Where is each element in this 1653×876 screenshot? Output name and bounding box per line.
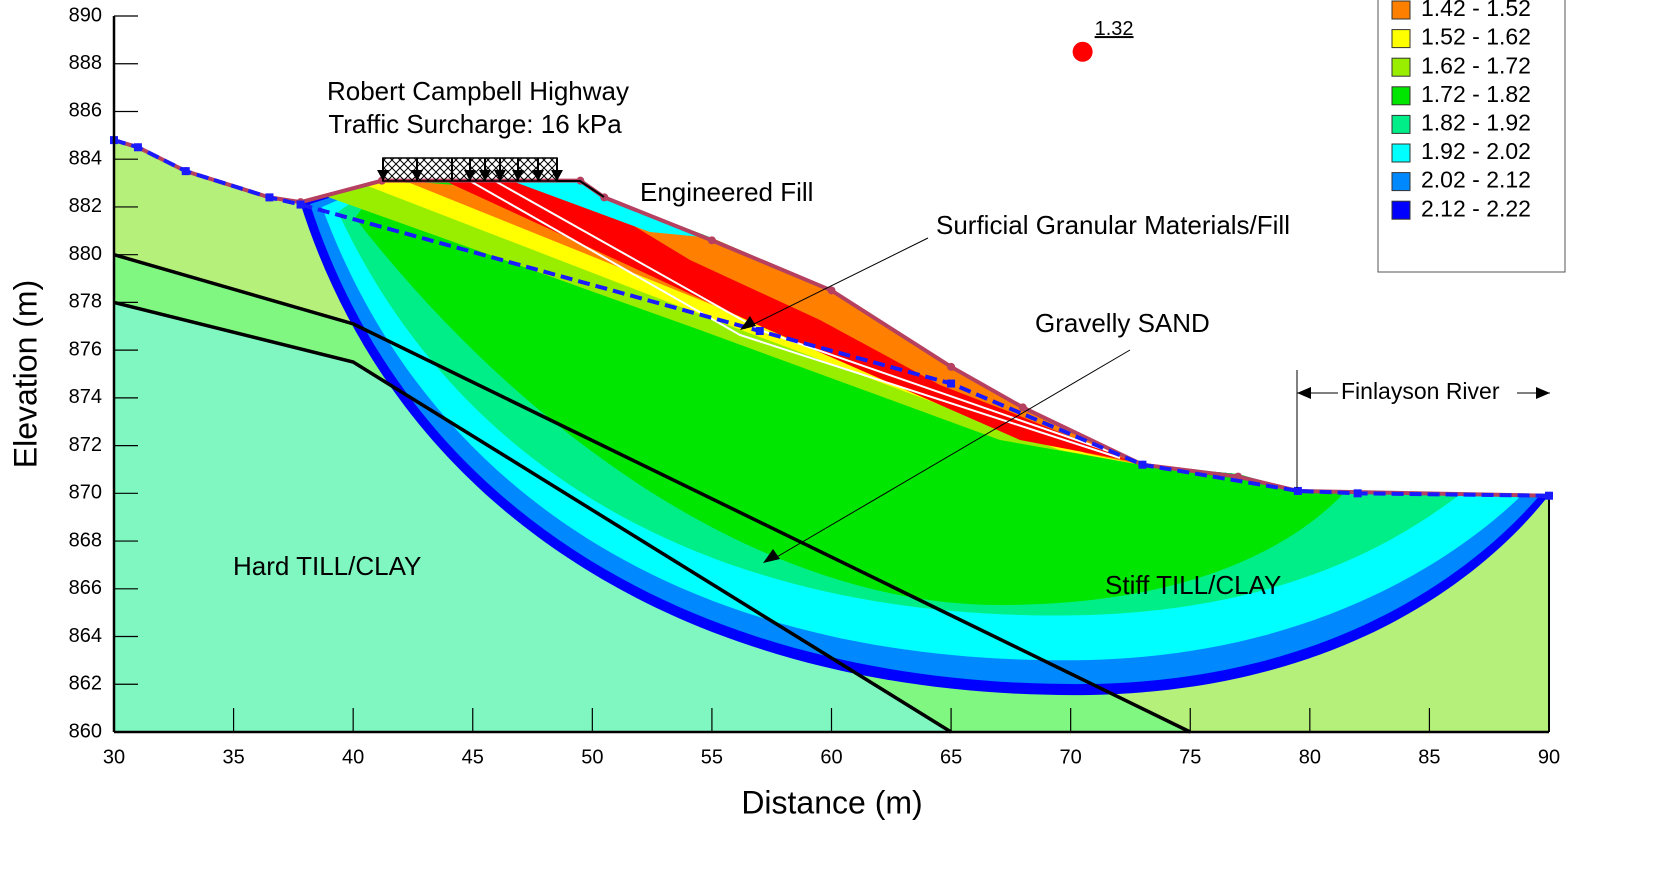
legend-label: 1.92 - 2.02 — [1421, 138, 1531, 164]
annotation: Surficial Granular Materials/Fill — [936, 210, 1290, 240]
y-tick-label: 884 — [69, 147, 102, 169]
legend-label: 1.72 - 1.82 — [1421, 81, 1531, 107]
legend-swatch — [1392, 1, 1410, 19]
y-tick-label: 866 — [69, 577, 102, 599]
x-tick-label: 90 — [1538, 746, 1560, 768]
water-point — [1545, 492, 1553, 500]
legend-label: 1.62 - 1.72 — [1421, 52, 1531, 78]
legend-swatch — [1392, 173, 1410, 191]
y-axis-title: Elevation (m) — [7, 280, 43, 469]
legend-label: 1.52 - 1.62 — [1421, 24, 1531, 50]
water-point — [1138, 461, 1146, 469]
y-tick-label: 868 — [69, 529, 102, 551]
legend-swatch — [1392, 115, 1410, 133]
x-tick-label: 70 — [1060, 746, 1082, 768]
x-tick-label: 75 — [1179, 746, 1201, 768]
ground-point — [708, 236, 716, 244]
annotation: Finlayson River — [1341, 378, 1500, 404]
x-tick-label: 60 — [820, 746, 842, 768]
legend-swatch — [1392, 30, 1410, 48]
x-tick-label: 45 — [462, 746, 484, 768]
y-tick-label: 886 — [69, 100, 102, 122]
ground-point — [828, 286, 836, 294]
water-point — [182, 167, 190, 175]
y-tick-label: 870 — [69, 482, 102, 504]
x-tick-label: 80 — [1299, 746, 1321, 768]
y-tick-label: 880 — [69, 243, 102, 265]
y-tick-label: 862 — [69, 673, 102, 695]
water-point — [756, 327, 764, 335]
x-tick-label: 85 — [1418, 746, 1440, 768]
y-tick-label: 864 — [69, 625, 102, 647]
slip-center — [1073, 42, 1093, 62]
x-tick-label: 65 — [940, 746, 962, 768]
annotation: Gravelly SAND — [1035, 308, 1210, 338]
factor-of-safety: 1.32 — [1095, 18, 1134, 40]
annotation: Stiff TILL/CLAY — [1105, 570, 1281, 600]
annotation: Traffic Surcharge: 16 kPa — [328, 109, 622, 139]
y-tick-label: 878 — [69, 291, 102, 313]
x-tick-label: 55 — [701, 746, 723, 768]
legend-label: 2.02 - 2.12 — [1421, 167, 1531, 193]
water-point — [134, 143, 142, 151]
legend-swatch — [1392, 201, 1410, 219]
legend-label: 1.82 - 1.92 — [1421, 109, 1531, 135]
y-tick-label: 888 — [69, 52, 102, 74]
x-axis-title: Distance (m) — [741, 784, 922, 820]
y-tick-label: 890 — [69, 4, 102, 26]
y-tick-label: 872 — [69, 434, 102, 456]
water-point — [297, 201, 305, 209]
water-point — [265, 193, 273, 201]
y-tick-label: 860 — [69, 720, 102, 742]
x-tick-label: 50 — [581, 746, 603, 768]
annotation: Robert Campbell Highway — [327, 76, 629, 106]
x-tick-label: 30 — [103, 746, 125, 768]
legend-label: 1.42 - 1.52 — [1421, 0, 1531, 21]
annotation: Hard TILL/CLAY — [233, 551, 421, 581]
legend-label: 2.12 - 2.22 — [1421, 195, 1531, 221]
water-point — [1294, 487, 1302, 495]
ground-point — [1019, 403, 1027, 411]
y-tick-label: 874 — [69, 386, 102, 408]
ground-point — [947, 363, 955, 371]
legend-swatch — [1392, 144, 1410, 162]
water-point — [1354, 489, 1362, 497]
x-tick-label: 40 — [342, 746, 364, 768]
x-tick-label: 35 — [222, 746, 244, 768]
water-point — [947, 380, 955, 388]
page: 1.32 Robert Campbell Highway Traffic Sur… — [0, 0, 1653, 876]
annotation: Engineered Fill — [640, 177, 813, 207]
legend-swatch — [1392, 87, 1410, 105]
legend-swatch — [1392, 58, 1410, 76]
y-tick-label: 882 — [69, 195, 102, 217]
y-tick-label: 876 — [69, 338, 102, 360]
chart: 1.32 Robert Campbell Highway Traffic Sur… — [0, 0, 1653, 871]
